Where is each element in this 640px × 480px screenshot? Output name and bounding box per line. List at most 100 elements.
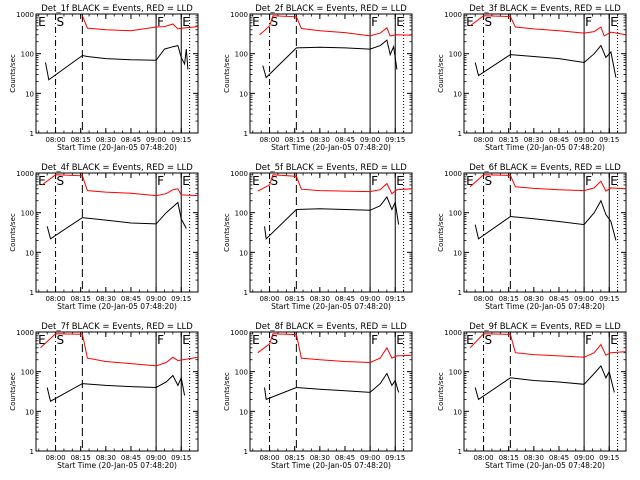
panel-4: Det_4f BLACK = Events, RED = LLD 1 10 100 10… <box>9 163 199 311</box>
region-label-E: E <box>38 333 46 347</box>
x-axis-label: Start Time (20-Jan-05 07:48:20) <box>57 461 177 470</box>
x-tick-label: 09:15 <box>171 454 191 462</box>
region-label-F: F <box>157 333 164 347</box>
x-tick-label: 08:30 <box>310 136 330 144</box>
x-tick-label: 09:15 <box>385 454 405 462</box>
x-tick-label: 08:15 <box>71 454 91 462</box>
panel-1: Det_1f BLACK = Events, RED = LLD 1 10 100 10… <box>9 4 199 152</box>
x-tick-label: 08:30 <box>524 136 544 144</box>
x-tick-label: 08:00 <box>259 136 279 144</box>
series-black-line <box>474 199 617 241</box>
x-tick-label: 08:45 <box>121 136 141 144</box>
series-black-line <box>262 39 398 79</box>
series-black-line <box>45 45 189 81</box>
x-tick-label: 08:45 <box>549 136 569 144</box>
y-tick-label: 1 <box>458 289 462 297</box>
series-black-line <box>46 201 187 240</box>
plot-frame <box>463 331 627 452</box>
x-tick-label: 09:00 <box>146 295 166 303</box>
x-tick-label: 08:00 <box>473 454 493 462</box>
series-red-line <box>469 333 627 358</box>
x-tick-label: 08:15 <box>71 295 91 303</box>
x-tick-label: 08:30 <box>310 295 330 303</box>
y-tick-label: 10 <box>239 90 248 98</box>
region-label-S: S <box>485 333 493 347</box>
series-black-line <box>264 195 400 240</box>
x-tick-label: 08:30 <box>524 295 544 303</box>
region-label-F: F <box>585 174 592 188</box>
panel-title: Det_2f BLACK = Events, RED = LLD <box>255 4 407 14</box>
y-tick-label: 100 <box>235 210 248 218</box>
region-label-E: E <box>38 174 46 188</box>
y-axis-label: Counts/sec <box>223 54 231 93</box>
x-axis-label: Start Time (20-Jan-05 07:48:20) <box>271 302 391 311</box>
x-tick-label: 09:15 <box>171 295 191 303</box>
panel-title: Det_1f BLACK = Events, RED = LLD <box>41 4 193 14</box>
region-label-E: E <box>610 333 618 347</box>
region-label-S: S <box>485 174 493 188</box>
x-tick-label: 09:15 <box>599 295 619 303</box>
x-tick-label: 08:15 <box>71 136 91 144</box>
y-axis-label: Counts/sec <box>223 372 231 411</box>
y-tick-label: 100 <box>235 369 248 377</box>
y-axis-label: Counts/sec <box>437 54 445 93</box>
y-tick-label: 10 <box>453 249 462 257</box>
y-tick-label: 100 <box>449 51 462 59</box>
region-label-F: F <box>157 15 164 29</box>
y-axis-label: Counts/sec <box>9 372 17 411</box>
region-label-F: F <box>371 174 378 188</box>
y-tick-label: 1 <box>30 130 34 138</box>
x-tick-label: 08:45 <box>121 454 141 462</box>
y-tick-label: 1 <box>30 289 34 297</box>
panel-title: Det_8f BLACK = Events, RED = LLD <box>255 322 407 332</box>
y-tick-label: 1000 <box>230 329 248 337</box>
region-label-E: E <box>182 15 190 29</box>
x-tick-label: 08:00 <box>473 136 493 144</box>
region-label-E: E <box>466 333 474 347</box>
plot-frame <box>249 331 413 452</box>
region-label-E: E <box>396 15 404 29</box>
x-tick-label: 08:00 <box>45 454 65 462</box>
x-axis-label: Start Time (20-Jan-05 07:48:20) <box>57 143 177 152</box>
x-tick-label: 09:00 <box>146 136 166 144</box>
y-tick-label: 10 <box>239 408 248 416</box>
x-tick-label: 09:00 <box>360 136 380 144</box>
y-tick-label: 1000 <box>16 170 34 178</box>
y-tick-label: 10 <box>25 90 34 98</box>
x-tick-label: 08:15 <box>499 136 519 144</box>
region-label-S: S <box>271 15 279 29</box>
y-tick-label: 1000 <box>444 11 462 19</box>
region-label-F: F <box>585 15 592 29</box>
plot-frame <box>249 172 413 293</box>
region-label-E: E <box>38 15 46 29</box>
panel-title: Det_3f BLACK = Events, RED = LLD <box>469 4 621 14</box>
panel-2: Det_2f BLACK = Events, RED = LLD 1 10 100 10… <box>223 4 413 152</box>
region-label-E: E <box>252 333 260 347</box>
x-tick-label: 08:00 <box>473 295 493 303</box>
y-tick-label: 1000 <box>16 11 34 19</box>
region-label-F: F <box>585 333 592 347</box>
region-label-F: F <box>371 333 378 347</box>
x-tick-label: 09:00 <box>574 295 594 303</box>
x-axis-label: Start Time (20-Jan-05 07:48:20) <box>271 461 391 470</box>
y-tick-label: 1000 <box>230 170 248 178</box>
x-tick-label: 09:15 <box>599 454 619 462</box>
y-axis-label: Counts/sec <box>437 213 445 252</box>
y-tick-label: 1 <box>458 130 462 138</box>
x-tick-label: 09:00 <box>360 295 380 303</box>
series-red-line <box>41 174 199 197</box>
series-black-line <box>46 374 186 402</box>
x-tick-label: 08:45 <box>335 454 355 462</box>
region-label-S: S <box>271 333 279 347</box>
y-tick-label: 10 <box>25 249 34 257</box>
region-label-E: E <box>396 174 404 188</box>
x-tick-label: 08:45 <box>335 136 355 144</box>
series-black-line <box>474 44 617 78</box>
x-tick-label: 09:15 <box>385 136 405 144</box>
series-red-line <box>259 15 413 37</box>
x-tick-label: 09:00 <box>574 454 594 462</box>
x-tick-label: 09:15 <box>385 295 405 303</box>
region-label-F: F <box>371 15 378 29</box>
y-tick-label: 1000 <box>444 329 462 337</box>
x-tick-label: 08:45 <box>121 295 141 303</box>
